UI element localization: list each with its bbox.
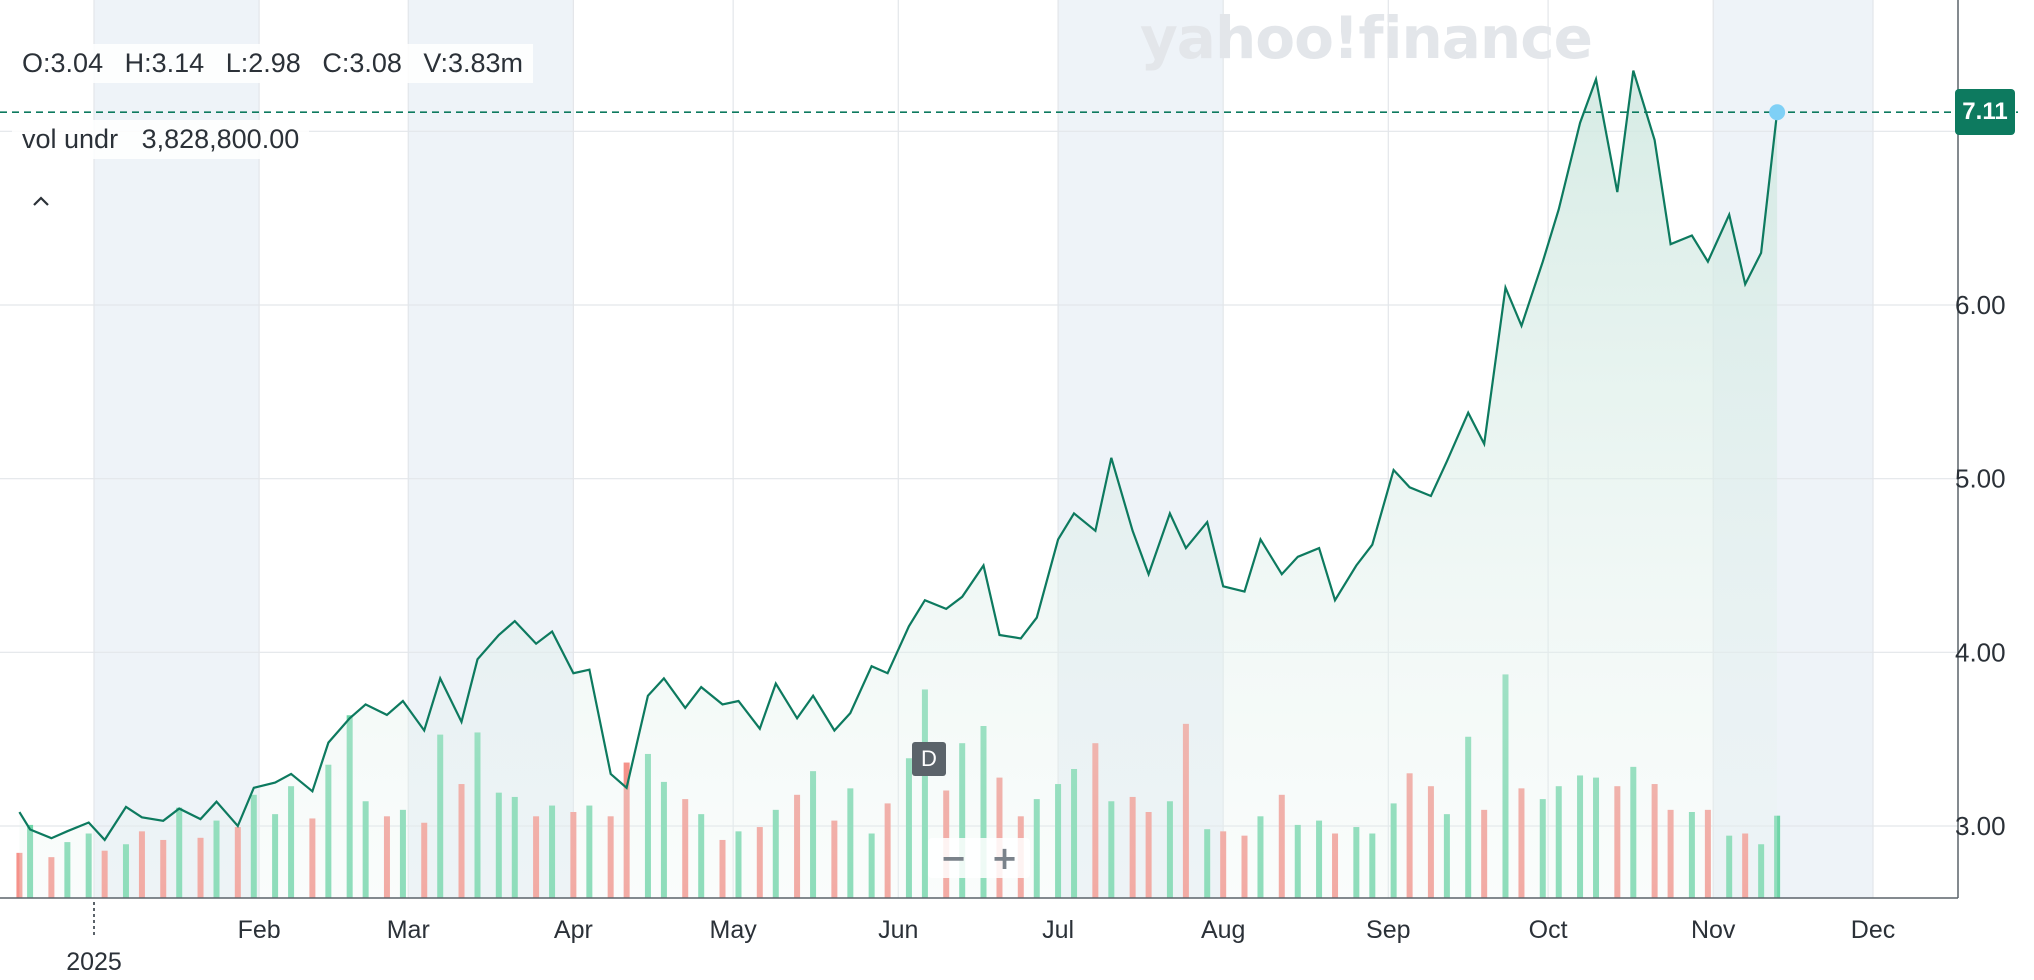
interval-badge[interactable]: D [912, 742, 946, 776]
x-tick-label: Sep [1366, 916, 1410, 944]
x-tick-label: May [710, 916, 758, 944]
high-value: H:3.14 [124, 48, 205, 78]
x-tick-label: Oct [1529, 916, 1568, 944]
x-tick-label: Apr [554, 916, 593, 944]
zoom-in-button[interactable]: + [991, 839, 1018, 877]
yahoo-finance-logo: yahoo!finance [1140, 4, 1593, 72]
x-tick-label: Mar [387, 916, 430, 944]
x-tick-label: Jul [1042, 916, 1074, 944]
x-tick-label: Aug [1201, 916, 1245, 944]
y-tick-label: 6.00 [1955, 290, 2006, 320]
price-area [19, 70, 1778, 899]
close-value: C:3.08 [322, 48, 402, 78]
current-price-badge: 7.11 [1955, 89, 2015, 136]
low-value: L:2.98 [225, 48, 301, 78]
volume-value: 3,828,800.00 [141, 124, 300, 154]
x-axis: Feb Mar Apr May Jun Jul Aug Sep Oct Nov Dec 2025 [0, 897, 1958, 976]
y-tick-label: 4.00 [1955, 637, 2006, 667]
volume-short-value: V:3.83m [423, 48, 523, 78]
y-axis: 3.00 4.00 5.00 6.00 [1955, 0, 2006, 898]
price-line[interactable] [18, 70, 1779, 842]
volume-bar [1774, 815, 1781, 898]
current-price-dot[interactable] [1769, 104, 1786, 121]
open-value: O:3.04 [22, 48, 104, 78]
ohlc-legend: O:3.04 H:3.14 L:2.98 C:3.08 V:3.83m [12, 44, 533, 83]
chevron-up-icon[interactable] [26, 186, 56, 216]
zoom-out-button[interactable]: − [940, 839, 967, 877]
y-tick-label: 5.00 [1955, 464, 2006, 494]
zoom-controls: − + [928, 838, 1030, 878]
year-label: 2025 [66, 948, 122, 976]
volume-legend: vol undr 3,828,800.00 [12, 120, 310, 159]
x-tick-label: Jun [878, 916, 918, 944]
y-tick-label: 3.00 [1955, 811, 2006, 841]
x-tick-label: Nov [1691, 916, 1736, 944]
volume-label: vol undr [22, 124, 119, 154]
x-tick-label: Feb [238, 916, 281, 944]
x-tick-label: Dec [1851, 916, 1895, 944]
